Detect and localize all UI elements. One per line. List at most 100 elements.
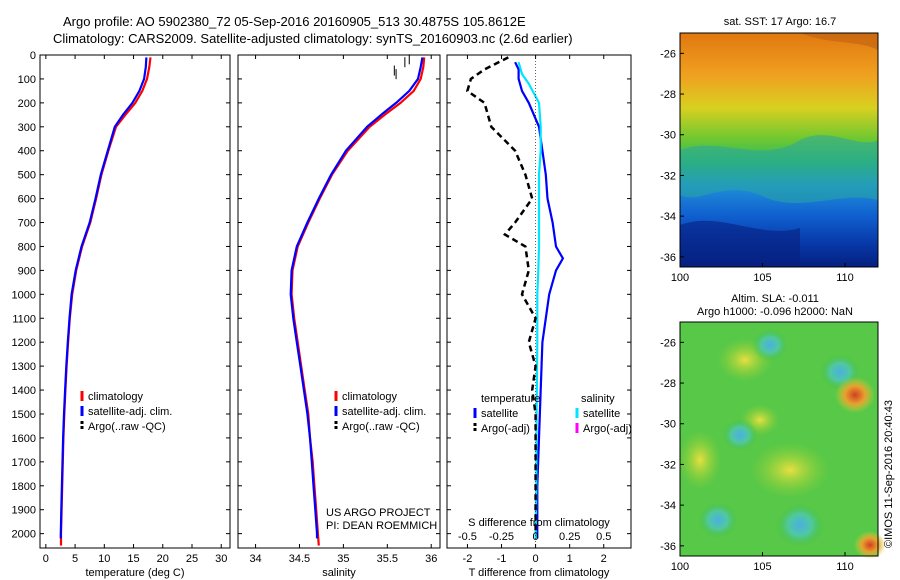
s-tick-label: 0.5 — [596, 531, 611, 543]
y-tick-label: 1800 — [12, 481, 36, 493]
annotation-text: PI: DEAN ROEMMICH — [326, 520, 437, 532]
x-tick-label: -2 — [463, 553, 473, 565]
legend-label: Argo(..raw -QC) — [342, 421, 420, 433]
map-y-tick-label: -28 — [660, 89, 676, 101]
x-tick-label: 35.5 — [377, 553, 398, 565]
map-x-tick-label: 110 — [836, 561, 854, 573]
map-x-tick-label: 105 — [753, 272, 771, 284]
y-tick-label: 2000 — [12, 529, 36, 541]
x-tick-label: -1 — [497, 553, 507, 565]
x-tick-label: 25 — [186, 553, 198, 565]
x-axis-label-secondary: S difference from climatology — [468, 517, 610, 529]
legend-heading: temperature — [481, 393, 540, 405]
y-tick-label: 1700 — [12, 457, 36, 469]
header-line2: Climatology: CARS2009. Satellite-adjuste… — [53, 31, 573, 46]
y-tick-label: 700 — [18, 218, 36, 230]
plot-frame — [237, 54, 441, 549]
y-tick-label: 300 — [18, 122, 36, 134]
map-x-tick-label: 110 — [836, 272, 854, 284]
y-tick-label: 500 — [18, 170, 36, 182]
sla-map — [678, 322, 886, 559]
s-tick-label: -0.25 — [489, 531, 514, 543]
x-axis-label: T difference from climatology — [469, 567, 610, 579]
x-tick-label: 34.5 — [289, 553, 310, 565]
series-line — [59, 57, 152, 546]
sst-map-title: sat. SST: 17 Argo: 16.7 — [724, 16, 837, 28]
legend-label: climatology — [88, 391, 144, 403]
x-axis-label: salinity — [322, 567, 356, 579]
x-tick-label: 15 — [127, 553, 139, 565]
plot-frame — [39, 54, 231, 549]
y-tick-label: 900 — [18, 265, 36, 277]
x-tick-label: 35 — [337, 553, 349, 565]
map-y-tick-label: -34 — [660, 211, 676, 223]
legend-label: Argo(-adj) — [583, 423, 632, 435]
y-tick-label: 0 — [30, 50, 36, 62]
legend-label: Argo(..raw -QC) — [88, 421, 166, 433]
y-tick-label: 1900 — [12, 505, 36, 517]
y-tick-label: 1200 — [12, 337, 36, 349]
map-y-tick-label: -34 — [660, 500, 676, 512]
map-frame — [679, 32, 879, 268]
sst-map-axes: 100 105 110 -26 -28 -30 -32 -34 -36 — [660, 32, 879, 284]
legend-label: satellite — [583, 408, 620, 420]
sla-map-subtitle: Argo h1000: -0.096 h2000: NaN — [697, 306, 853, 318]
y-tick-label: 600 — [18, 194, 36, 206]
copyright-label: ©IMOS 11-Sep-2016 20:40:43 — [883, 400, 895, 548]
legend-label: satellite — [481, 408, 518, 420]
series-line — [514, 61, 565, 539]
sla-map-title: Altim. SLA: -0.011 — [731, 293, 819, 305]
legend-label: satellite-adj. clim. — [342, 406, 426, 418]
x-tick-label: 36 — [425, 553, 437, 565]
difference-panel: T difference from climatology S differenc… — [446, 54, 632, 579]
map-x-tick-label: 105 — [753, 561, 771, 573]
map-y-tick-label: -30 — [660, 130, 676, 142]
x-tick-label: 30 — [215, 553, 227, 565]
x-tick-label: 5 — [72, 553, 78, 565]
header-line1: Argo profile: AO 5902380_72 05-Sep-2016 … — [63, 14, 526, 29]
x-tick-label: 20 — [157, 553, 169, 565]
map-y-tick-label: -26 — [660, 48, 676, 60]
annotation-text: US ARGO PROJECT — [326, 507, 431, 519]
series-line — [289, 57, 424, 539]
x-tick-label: 1 — [567, 553, 573, 565]
x-tick-label: 0 — [43, 553, 49, 565]
map-y-tick-label: -32 — [660, 170, 676, 182]
series-line — [517, 61, 542, 539]
temperature-panel: 0100200300400500600700800900100011001200… — [12, 50, 231, 579]
legend-label: climatology — [342, 391, 398, 403]
y-tick-label: 1300 — [12, 361, 36, 373]
legend-heading: salinity — [581, 393, 615, 405]
y-tick-label: 200 — [18, 98, 36, 110]
y-tick-label: 1400 — [12, 385, 36, 397]
map-x-tick-label: 100 — [671, 272, 689, 284]
y-tick-label: 400 — [18, 146, 36, 158]
series-line — [465, 56, 537, 534]
map-y-tick-label: -36 — [660, 252, 676, 264]
legend-label: Argo(-adj) — [481, 423, 530, 435]
map-y-tick-label: -26 — [660, 337, 676, 349]
series-line — [59, 57, 148, 539]
map-y-tick-label: -30 — [660, 419, 676, 431]
x-tick-label: 2 — [601, 553, 607, 565]
x-tick-label: 34 — [249, 553, 261, 565]
s-tick-label: -0.5 — [458, 531, 477, 543]
s-tick-label: 0.25 — [559, 531, 580, 543]
map-x-tick-label: 100 — [671, 561, 689, 573]
map-y-tick-label: -28 — [660, 378, 676, 390]
sla-map-axes: 100 105 110 -26 -28 -30 -32 -34 -36 — [660, 321, 879, 573]
plot-frame — [446, 54, 632, 549]
y-tick-label: 1000 — [12, 289, 36, 301]
map-y-tick-label: -32 — [660, 459, 676, 471]
x-tick-label: 10 — [98, 553, 110, 565]
y-tick-label: 800 — [18, 241, 36, 253]
y-tick-label: 100 — [18, 74, 36, 86]
x-axis-label: temperature (deg C) — [85, 567, 184, 579]
salinity-panel: 34 34.5 35 35.5 36 salinity climatology satelli… — [237, 54, 441, 579]
y-tick-label: 1500 — [12, 409, 36, 421]
s-tick-label: 0 — [533, 531, 539, 543]
y-tick-label: 1600 — [12, 433, 36, 445]
x-tick-label: 0 — [533, 553, 539, 565]
y-tick-label: 1100 — [12, 313, 36, 325]
